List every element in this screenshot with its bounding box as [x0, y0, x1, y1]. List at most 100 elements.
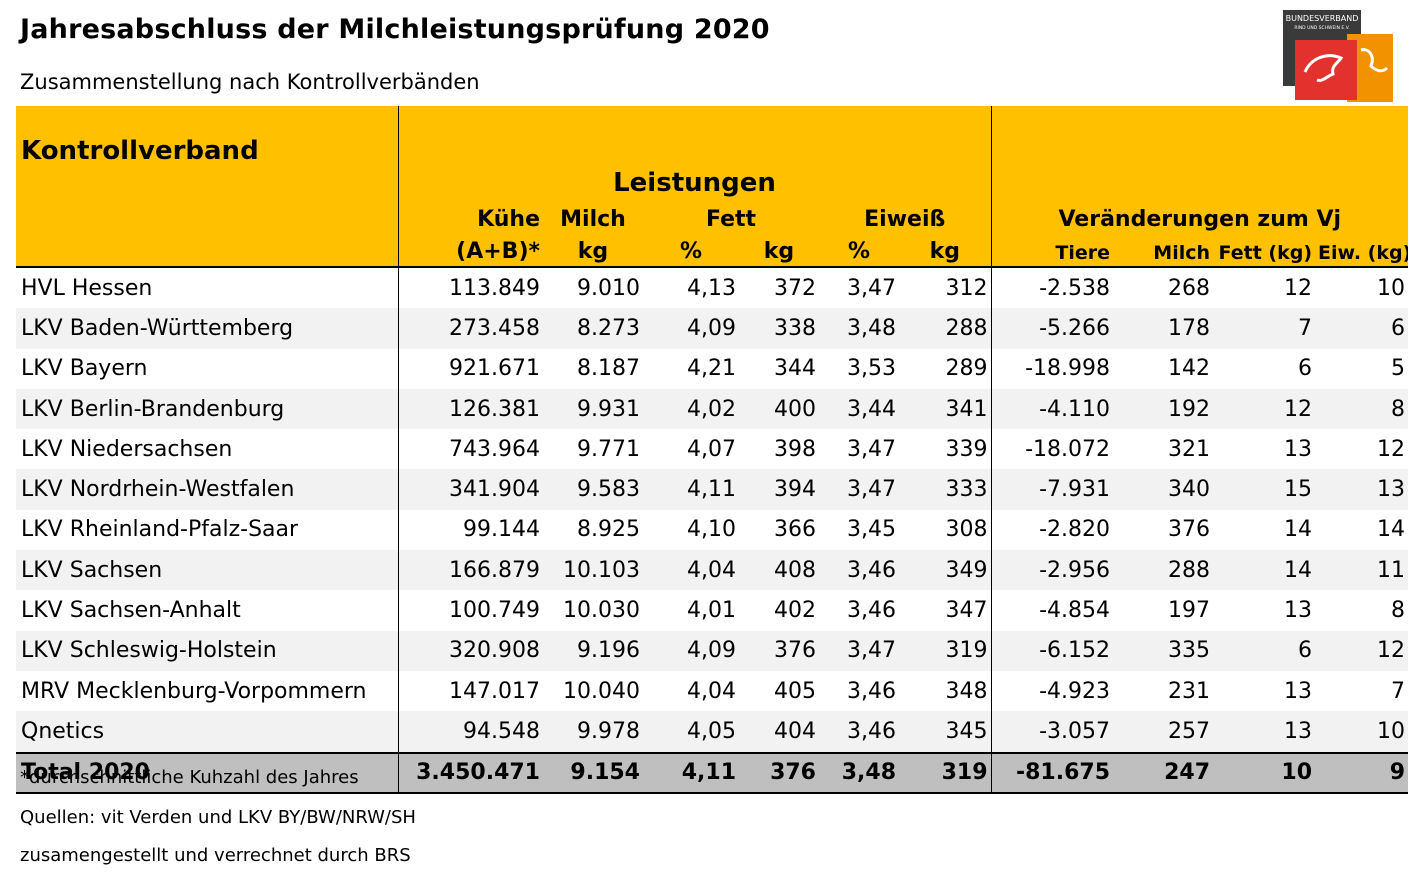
cell-v-eiw: 10 — [1315, 265, 1409, 309]
row-name: MRV Mecklenburg-Vorpommern — [16, 670, 399, 712]
cell-v-eiw: 10 — [1315, 711, 1409, 753]
row-name: LKV Rheinland-Pfalz-Saar — [16, 509, 399, 551]
cell-fett-pct: 4,10 — [687, 517, 736, 543]
cell-tiere: -3.057 — [991, 711, 1114, 753]
cell-v-fett: 6 — [1213, 630, 1316, 671]
cell-milch: 8.925 — [577, 517, 640, 543]
cell-eiw-pct: 3,47 — [819, 469, 899, 510]
cell-kuehe: 113.849 — [398, 265, 543, 309]
header-milch-unit: kg — [577, 239, 609, 264]
cell-v-fett: 7 — [1213, 308, 1316, 349]
cell-tiere: -2.956 — [991, 550, 1114, 591]
cell-eiw-pct: 3,47 — [847, 436, 896, 462]
cell-kuehe: 99.144 — [463, 517, 540, 543]
total-fett-pct: 4,11 — [643, 751, 739, 794]
cell-milch: 9.583 — [543, 469, 643, 510]
header-fett: Fett — [705, 207, 757, 232]
cell-kuehe: 273.458 — [398, 308, 543, 349]
total-v-eiw: 9 — [1315, 751, 1409, 794]
header-eiweiss: Eiweiß — [819, 200, 992, 232]
cell-kuehe: 921.671 — [449, 356, 540, 382]
cell-fett-pct: 4,09 — [643, 308, 739, 349]
cell-fett-kg: 404 — [739, 711, 819, 753]
total-v-fett: 10 — [1213, 751, 1316, 794]
cell-tiere: -2.820 — [1039, 517, 1111, 543]
cell-v-milch: 335 — [1113, 630, 1214, 671]
cell-tiere: -4.110 — [991, 388, 1114, 430]
cell-fett-pct: 4,02 — [643, 388, 739, 430]
cell-eiw-pct: 3,46 — [847, 598, 896, 624]
cell-fett-kg: 408 — [739, 550, 819, 591]
header-leistungen: Leistungen — [398, 106, 992, 200]
cell-v-fett: 15 — [1213, 469, 1316, 510]
cell-eiw-pct: 3,53 — [847, 356, 896, 382]
cell-v-eiw: 6 — [1315, 308, 1409, 349]
cell-v-eiw: 11 — [1315, 550, 1409, 591]
cell-v-eiw: 13 — [1315, 469, 1409, 510]
cell-milch: 10.103 — [543, 550, 643, 591]
table-row: Qnetics 94.548 9.978 4,05 404 3,46 345 -… — [16, 711, 1409, 753]
cell-v-milch: 376 — [1168, 517, 1211, 543]
cell-fett-pct: 4,04 — [643, 550, 739, 591]
cell-eiw-kg: 349 — [899, 550, 992, 591]
cell-tiere: -6.152 — [991, 630, 1114, 671]
table-row: MRV Mecklenburg-Vorpommern 147.017 10.04… — [16, 670, 1408, 712]
cell-milch: 9.010 — [543, 265, 643, 309]
cell-eiw-pct: 3,45 — [847, 517, 896, 543]
page-title: Jahresabschluss der Milchleistungsprüfun… — [20, 14, 770, 45]
cell-eiw-pct: 3,48 — [819, 308, 899, 349]
cell-kuehe: 166.879 — [398, 550, 543, 591]
table-row: LKV Sachsen 166.879 10.103 4,04 408 3,46… — [16, 550, 1409, 591]
total-name: Total 2020 — [16, 751, 399, 794]
cell-tiere: -5.266 — [991, 308, 1114, 349]
row-name: LKV Bayern — [16, 348, 399, 389]
table-row: LKV Bayern 921.671 8.187 4,21 344 3,53 2… — [16, 348, 1408, 389]
footnote-kuhzahl: *durchschnittliche Kuhzahl des Jahres — [20, 767, 359, 788]
cell-eiw-kg: 319 — [899, 630, 992, 671]
cell-fett-kg: 405 — [774, 678, 816, 704]
cell-milch: 9.978 — [543, 711, 643, 753]
total-tiere: -81.675 — [991, 751, 1114, 794]
cell-fett-kg: 366 — [774, 517, 816, 543]
cell-milch: 8.273 — [543, 308, 643, 349]
cell-fett-kg: 338 — [739, 308, 819, 349]
table-row: LKV Baden-Württemberg 273.458 8.273 4,09… — [16, 308, 1409, 349]
header-eiweiss-kg: kg — [899, 232, 992, 267]
table-row: HVL Hessen 113.849 9.010 4,13 372 3,47 3… — [16, 265, 1409, 309]
cell-v-fett: 13 — [1284, 678, 1313, 704]
header-fett-kg: kg — [763, 239, 795, 264]
cell-v-eiw: 12 — [1377, 436, 1406, 462]
cell-eiw-kg: 289 — [899, 348, 992, 389]
cell-tiere: -18.072 — [1025, 436, 1111, 462]
cell-eiw-kg: 347 — [899, 590, 992, 631]
cell-fett-kg: 394 — [739, 469, 819, 510]
cell-eiw-pct: 3,47 — [819, 630, 899, 671]
cell-v-eiw: 8 — [1391, 598, 1406, 624]
cell-v-milch: 288 — [1113, 550, 1214, 591]
cell-milch: 9.771 — [577, 436, 640, 462]
cell-v-milch: 197 — [1168, 598, 1211, 624]
table-row: LKV Nordrhein-Westfalen 341.904 9.583 4,… — [16, 469, 1409, 510]
cell-fett-kg: 402 — [774, 598, 816, 624]
cell-fett-pct: 4,13 — [643, 265, 739, 309]
cell-v-milch: 142 — [1168, 356, 1211, 382]
cell-kuehe: 100.749 — [449, 598, 540, 624]
cell-fett-pct: 4,01 — [687, 598, 736, 624]
header-veraenderungen: Veränderungen zum Vj — [1058, 207, 1342, 232]
header-kuehe: Kühe — [477, 207, 540, 232]
total-milch: 9.154 — [543, 751, 643, 794]
cell-v-fett: 12 — [1213, 388, 1316, 430]
cell-v-eiw: 7 — [1391, 678, 1406, 704]
cell-kuehe: 94.548 — [398, 711, 543, 753]
cell-milch: 9.196 — [543, 630, 643, 671]
cell-eiw-kg: 312 — [899, 265, 992, 309]
cell-v-eiw: 8 — [1315, 388, 1409, 430]
cell-v-milch: 268 — [1113, 265, 1214, 309]
header-v-eiw: Eiw. (kg) — [1318, 242, 1409, 264]
cell-fett-pct: 4,05 — [643, 711, 739, 753]
brs-logo: BUNDESVERBAND RIND UND SCHWEIN E.V. — [1283, 10, 1393, 102]
cell-v-milch: 321 — [1168, 436, 1211, 462]
row-name: LKV Schleswig-Holstein — [16, 630, 399, 671]
table-row: LKV Sachsen-Anhalt 100.749 10.030 4,01 4… — [16, 590, 1408, 631]
cell-eiw-kg: 288 — [899, 308, 992, 349]
